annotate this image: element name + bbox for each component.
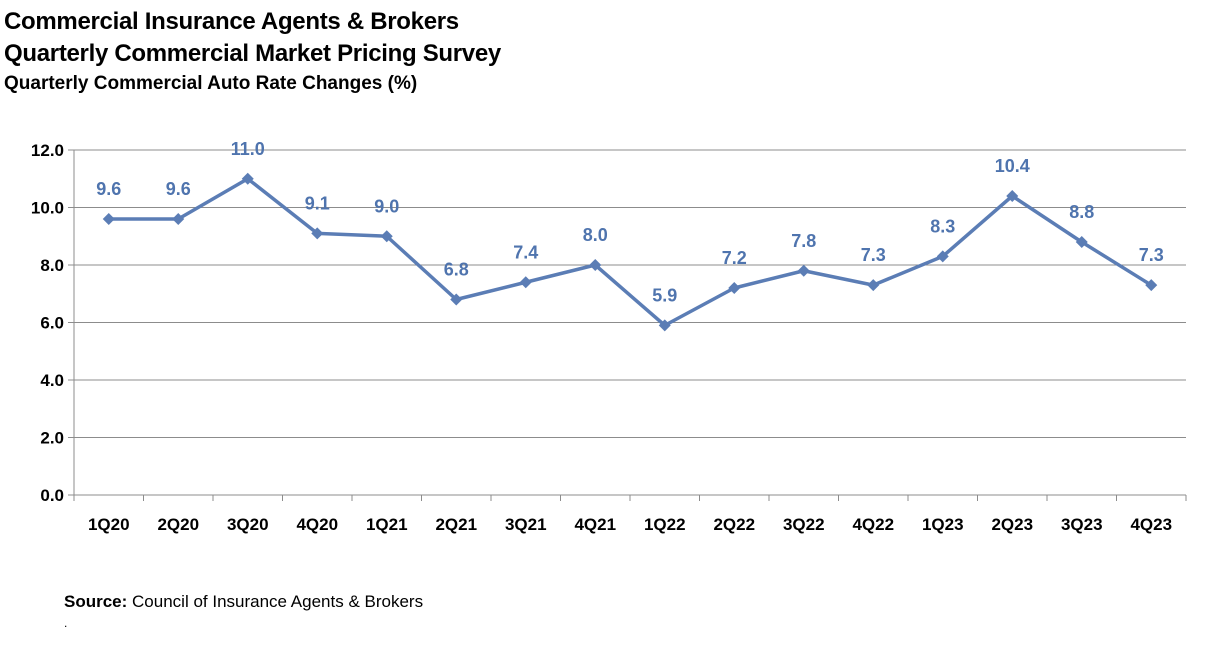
- chart-title-line-2: Quarterly Commercial Market Pricing Surv…: [4, 40, 501, 67]
- data-label: 6.8: [444, 260, 469, 280]
- data-label: 7.4: [513, 242, 538, 262]
- x-tick-label: 2Q23: [991, 515, 1033, 534]
- data-point: [936, 250, 949, 263]
- source-label: Source:: [64, 592, 128, 611]
- x-tick-label: 4Q22: [852, 515, 894, 534]
- x-tick-label: 1Q22: [644, 515, 686, 534]
- data-point: [241, 172, 254, 185]
- data-point: [728, 282, 741, 294]
- data-label: 5.9: [652, 285, 677, 305]
- data-label: 8.3: [930, 216, 955, 236]
- data-point: [589, 259, 602, 271]
- data-point: [172, 213, 185, 225]
- x-tick-label: 3Q23: [1061, 515, 1103, 534]
- data-label: 11.0: [231, 139, 265, 159]
- data-point: [102, 213, 115, 225]
- x-tick-label: 4Q23: [1130, 515, 1172, 534]
- chart-title-line-1: Commercial Insurance Agents & Brokers: [4, 8, 459, 35]
- data-point: [658, 319, 671, 332]
- data-label: 7.8: [791, 231, 816, 251]
- data-point: [1006, 190, 1019, 202]
- x-tick-label: 1Q20: [88, 515, 130, 534]
- x-tick-label: 4Q21: [574, 515, 616, 534]
- data-label: 7.2: [722, 248, 747, 268]
- y-tick-label: 6.0: [40, 314, 64, 333]
- x-tick-label: 3Q21: [505, 515, 547, 534]
- data-point: [311, 227, 324, 240]
- source-text: Council of Insurance Agents & Brokers: [132, 592, 424, 611]
- data-point: [519, 276, 532, 289]
- data-label: 9.1: [305, 193, 330, 213]
- x-tick-label: 2Q20: [157, 515, 199, 534]
- data-point: [867, 279, 880, 292]
- data-label: 8.8: [1069, 202, 1094, 222]
- x-tick-label: 2Q21: [435, 515, 477, 534]
- y-tick-label: 10.0: [31, 199, 64, 218]
- data-point: [380, 230, 393, 243]
- data-label: 10.4: [995, 156, 1030, 176]
- y-tick-label: 12.0: [31, 141, 64, 160]
- chart-subtitle: Quarterly Commercial Auto Rate Changes (…: [4, 73, 418, 94]
- trailing-mark: .: [64, 616, 68, 630]
- x-tick-label: 1Q21: [366, 515, 408, 534]
- title-block: Commercial Insurance Agents & Brokers Qu…: [4, 6, 501, 98]
- data-label: 9.6: [96, 179, 121, 199]
- data-label: 7.3: [861, 245, 886, 265]
- y-tick-label: 0.0: [40, 486, 64, 505]
- data-point: [797, 264, 810, 277]
- data-label: 8.0: [583, 225, 608, 245]
- data-point: [1075, 236, 1088, 248]
- source-note: Source: Council of Insurance Agents & Br…: [64, 592, 423, 612]
- y-tick-label: 2.0: [40, 429, 64, 448]
- y-tick-label: 4.0: [40, 371, 64, 390]
- x-tick-label: 2Q22: [713, 515, 755, 534]
- series-line: [108, 177, 1153, 328]
- x-tick-label: 3Q20: [227, 515, 269, 534]
- data-point: [450, 293, 463, 306]
- x-tick-label: 1Q23: [922, 515, 964, 534]
- data-point: [1145, 279, 1158, 292]
- y-tick-label: 8.0: [40, 256, 64, 275]
- x-tick-label: 4Q20: [296, 515, 338, 534]
- data-label: 9.6: [166, 179, 191, 199]
- x-tick-label: 3Q22: [783, 515, 825, 534]
- data-label: 9.0: [374, 196, 399, 216]
- data-label: 7.3: [1139, 245, 1164, 265]
